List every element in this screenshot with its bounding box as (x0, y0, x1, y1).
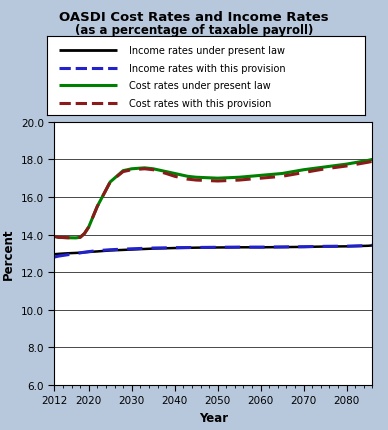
Text: Income rates with this provision: Income rates with this provision (129, 63, 286, 74)
Text: (as a percentage of taxable payroll): (as a percentage of taxable payroll) (75, 24, 313, 37)
Text: Cost rates under present law: Cost rates under present law (129, 81, 271, 91)
Text: OASDI Cost Rates and Income Rates: OASDI Cost Rates and Income Rates (59, 11, 329, 24)
X-axis label: Year: Year (199, 411, 228, 424)
Text: Income rates under present law: Income rates under present law (129, 46, 285, 56)
Text: Cost rates with this provision: Cost rates with this provision (129, 98, 272, 108)
Y-axis label: Percent: Percent (2, 228, 15, 280)
